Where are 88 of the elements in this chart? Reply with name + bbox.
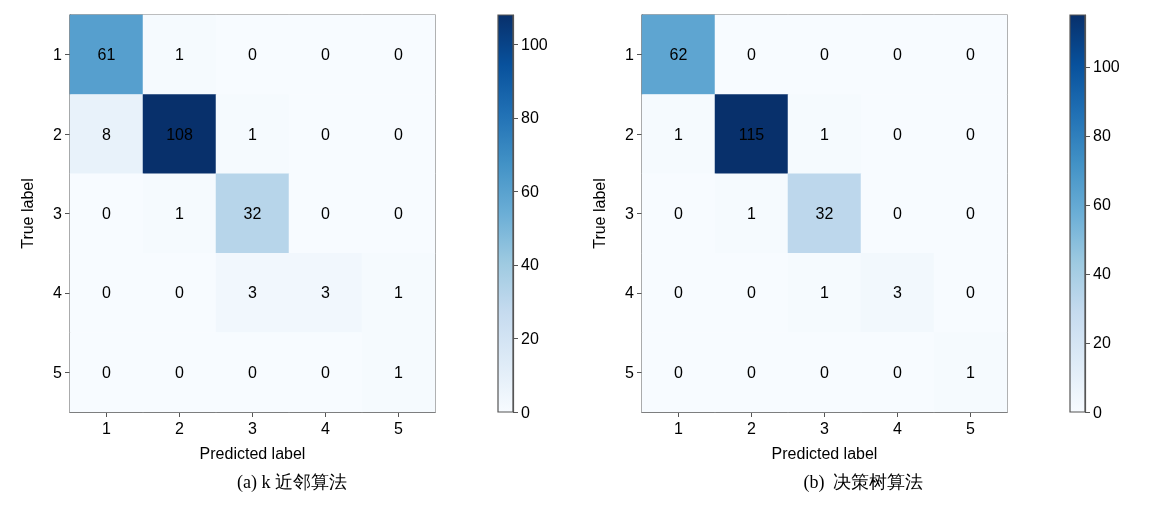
data-label: 1 xyxy=(394,363,404,381)
x-tick-label: 4 xyxy=(321,419,331,437)
data-label: 8 xyxy=(102,125,112,143)
color-bar-label: 40 xyxy=(1093,265,1111,283)
text: (b) 决策树算法 xyxy=(803,472,924,493)
color-bar-label: 100 xyxy=(521,35,548,53)
data-label: 32 xyxy=(815,205,834,222)
data-label: 0 xyxy=(321,363,331,381)
x-tick-label: 1 xyxy=(102,419,112,437)
x-axis-title: Predicted label xyxy=(199,444,306,462)
data-label: 0 xyxy=(102,363,112,381)
x-tick-label: 2 xyxy=(747,419,757,437)
y-tick-label: 3 xyxy=(53,205,63,222)
color-bar-label: 100 xyxy=(1093,58,1120,76)
color-bar-label: 80 xyxy=(1093,127,1111,145)
data-label: 115 xyxy=(738,125,765,143)
data-label: 1 xyxy=(820,125,830,143)
data-label: 0 xyxy=(820,363,830,381)
y-tick-label: 5 xyxy=(53,363,63,381)
color-bar-label: 80 xyxy=(521,109,539,127)
data-label: 1 xyxy=(820,284,830,302)
data-label: 3 xyxy=(893,284,903,302)
data-label: 0 xyxy=(674,363,684,381)
color-bar-label: 20 xyxy=(1093,334,1111,352)
data-label: 0 xyxy=(394,205,404,222)
data-label: 0 xyxy=(321,205,331,222)
data-label: 1 xyxy=(966,363,976,381)
y-tick-label: 4 xyxy=(53,284,63,302)
y-tick-label: 2 xyxy=(625,125,635,143)
data-label: 0 xyxy=(893,46,903,64)
y-axis-title: True label xyxy=(590,178,608,249)
data-label: 61 xyxy=(97,46,116,64)
data-label: 0 xyxy=(747,46,757,64)
y-axis-title: True label xyxy=(18,178,36,249)
data-label: 0 xyxy=(893,205,903,222)
data-label: 0 xyxy=(321,46,331,64)
data-label: 0 xyxy=(394,125,404,143)
x-tick-label: 4 xyxy=(893,419,903,437)
data-label: 0 xyxy=(248,46,258,64)
color-bar-label: 0 xyxy=(521,403,530,421)
color-bar-label: 60 xyxy=(1093,196,1111,214)
color-bar-label: 20 xyxy=(521,329,539,347)
data-label: 3 xyxy=(321,284,331,302)
x-tick-label: 2 xyxy=(175,419,185,437)
text: (a) k 近邻算法 xyxy=(237,472,347,493)
y-tick-label: 5 xyxy=(625,363,635,381)
y-tick-label: 3 xyxy=(625,205,635,222)
data-label: 1 xyxy=(394,284,404,302)
data-label: 108 xyxy=(166,125,193,143)
data-label: 0 xyxy=(893,125,903,143)
data-label: 3 xyxy=(248,284,258,302)
data-label: 0 xyxy=(893,363,903,381)
y-tick-label: 1 xyxy=(625,46,635,64)
data-label: 1 xyxy=(674,125,684,143)
data-label: 1 xyxy=(175,46,185,64)
data-label: 62 xyxy=(669,46,688,64)
data-label: 0 xyxy=(674,284,684,302)
data-label: 0 xyxy=(248,363,258,381)
x-tick-label: 1 xyxy=(674,419,684,437)
x-axis-title: Predicted label xyxy=(771,444,878,462)
data-label: 0 xyxy=(321,125,331,143)
data-label: 1 xyxy=(175,205,185,222)
x-tick-label: 3 xyxy=(248,419,258,437)
data-label: 0 xyxy=(394,46,404,64)
data-label: 0 xyxy=(102,284,112,302)
data-label: 0 xyxy=(966,46,976,64)
x-tick-label: 5 xyxy=(394,419,404,437)
color-bar-label: 0 xyxy=(1093,403,1102,421)
y-tick-label: 1 xyxy=(53,46,63,64)
y-tick-label: 2 xyxy=(53,125,63,143)
data-label: 32 xyxy=(243,205,262,222)
data-label: 0 xyxy=(175,363,185,381)
color-bar-label: 60 xyxy=(521,182,539,200)
data-label: 0 xyxy=(966,205,976,222)
data-label: 0 xyxy=(747,284,757,302)
data-label: 0 xyxy=(674,205,684,222)
data-label: 1 xyxy=(747,205,757,222)
x-tick-label: 5 xyxy=(966,419,976,437)
data-label: 0 xyxy=(102,205,112,222)
y-tick-label: 4 xyxy=(625,284,635,302)
data-label: 0 xyxy=(966,125,976,143)
data-label: 0 xyxy=(966,284,976,302)
data-label: 0 xyxy=(820,46,830,64)
data-label: 0 xyxy=(747,363,757,381)
color-bar-label: 40 xyxy=(521,256,539,274)
data-label: 1 xyxy=(248,125,258,143)
x-tick-label: 3 xyxy=(820,419,830,437)
data-label: 0 xyxy=(175,284,185,302)
